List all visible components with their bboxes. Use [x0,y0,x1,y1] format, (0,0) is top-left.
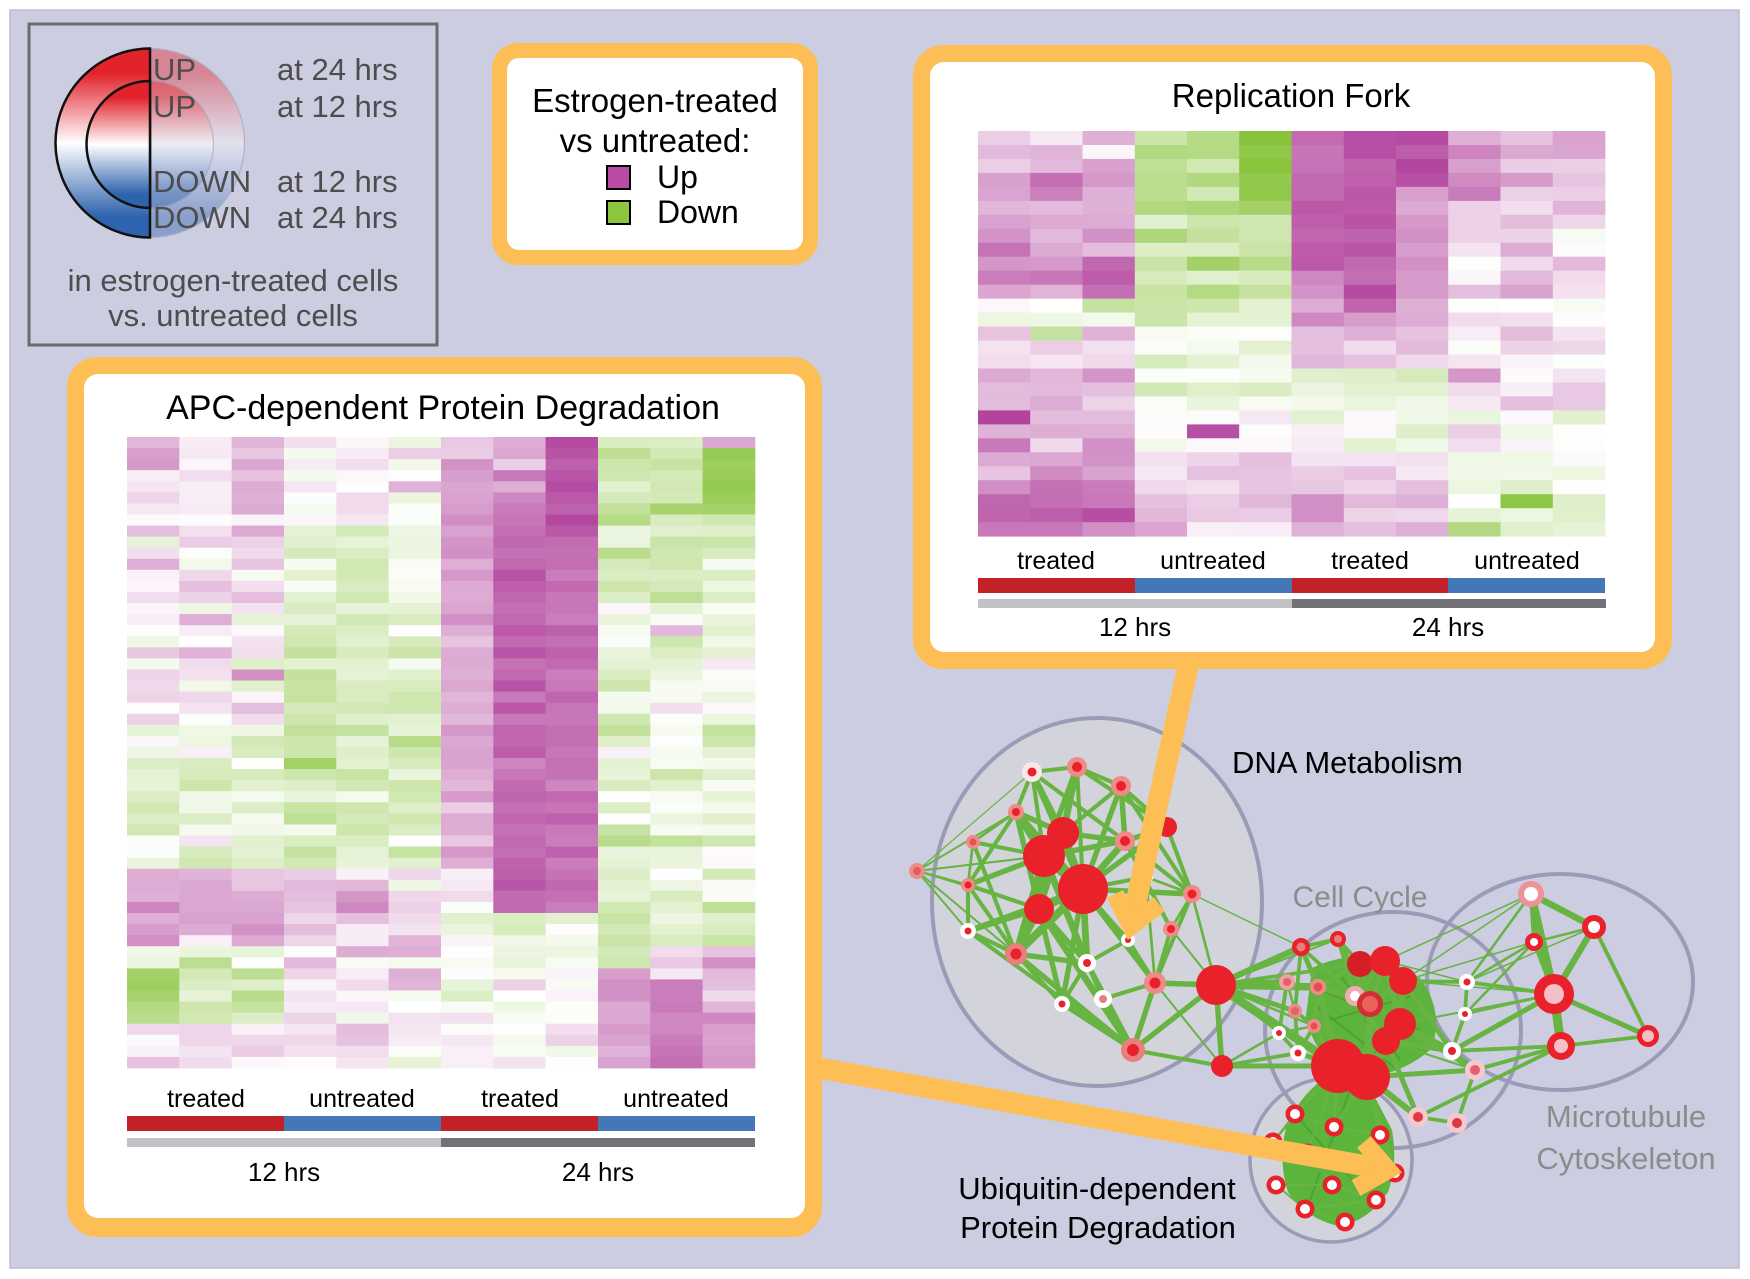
svg-text:12 hrs: 12 hrs [1099,612,1171,642]
svg-text:Microtubule: Microtubule [1546,1099,1706,1134]
svg-text:treated: treated [1017,547,1095,575]
svg-text:Estrogen-treated: Estrogen-treated [532,82,778,119]
svg-text:24 hrs: 24 hrs [562,1157,634,1187]
svg-text:at 12 hrs: at 12 hrs [277,164,398,199]
svg-text:DOWN: DOWN [153,200,251,235]
svg-text:Replication Fork: Replication Fork [1172,77,1411,114]
svg-text:untreated: untreated [1474,547,1580,575]
svg-text:Cell Cycle: Cell Cycle [1292,881,1427,914]
svg-text:in estrogen-treated cells: in estrogen-treated cells [68,263,399,298]
svg-text:Cytoskeleton: Cytoskeleton [1536,1141,1715,1176]
svg-text:at 24 hrs: at 24 hrs [277,52,398,87]
svg-text:APC-dependent Protein Degradat: APC-dependent Protein Degradation [166,389,720,427]
svg-text:Up: Up [657,159,698,195]
svg-text:at 12 hrs: at 12 hrs [277,89,398,124]
svg-text:DNA Metabolism: DNA Metabolism [1232,745,1463,780]
svg-text:Ubiquitin-dependent: Ubiquitin-dependent [958,1171,1236,1206]
svg-text:24 hrs: 24 hrs [1412,612,1484,642]
svg-text:UP: UP [153,52,196,87]
svg-text:12 hrs: 12 hrs [248,1157,320,1187]
svg-text:at 24 hrs: at 24 hrs [277,200,398,235]
svg-text:untreated: untreated [309,1085,415,1113]
svg-text:vs untreated:: vs untreated: [560,122,751,159]
svg-text:treated: treated [1331,547,1409,575]
svg-text:vs. untreated cells: vs. untreated cells [108,298,358,333]
svg-text:DOWN: DOWN [153,164,251,199]
svg-text:treated: treated [167,1085,245,1113]
svg-text:UP: UP [153,89,196,124]
svg-text:treated: treated [481,1085,559,1113]
svg-text:Protein Degradation: Protein Degradation [960,1210,1236,1245]
svg-text:untreated: untreated [1160,547,1266,575]
svg-text:untreated: untreated [623,1085,729,1113]
svg-text:Down: Down [657,194,739,230]
